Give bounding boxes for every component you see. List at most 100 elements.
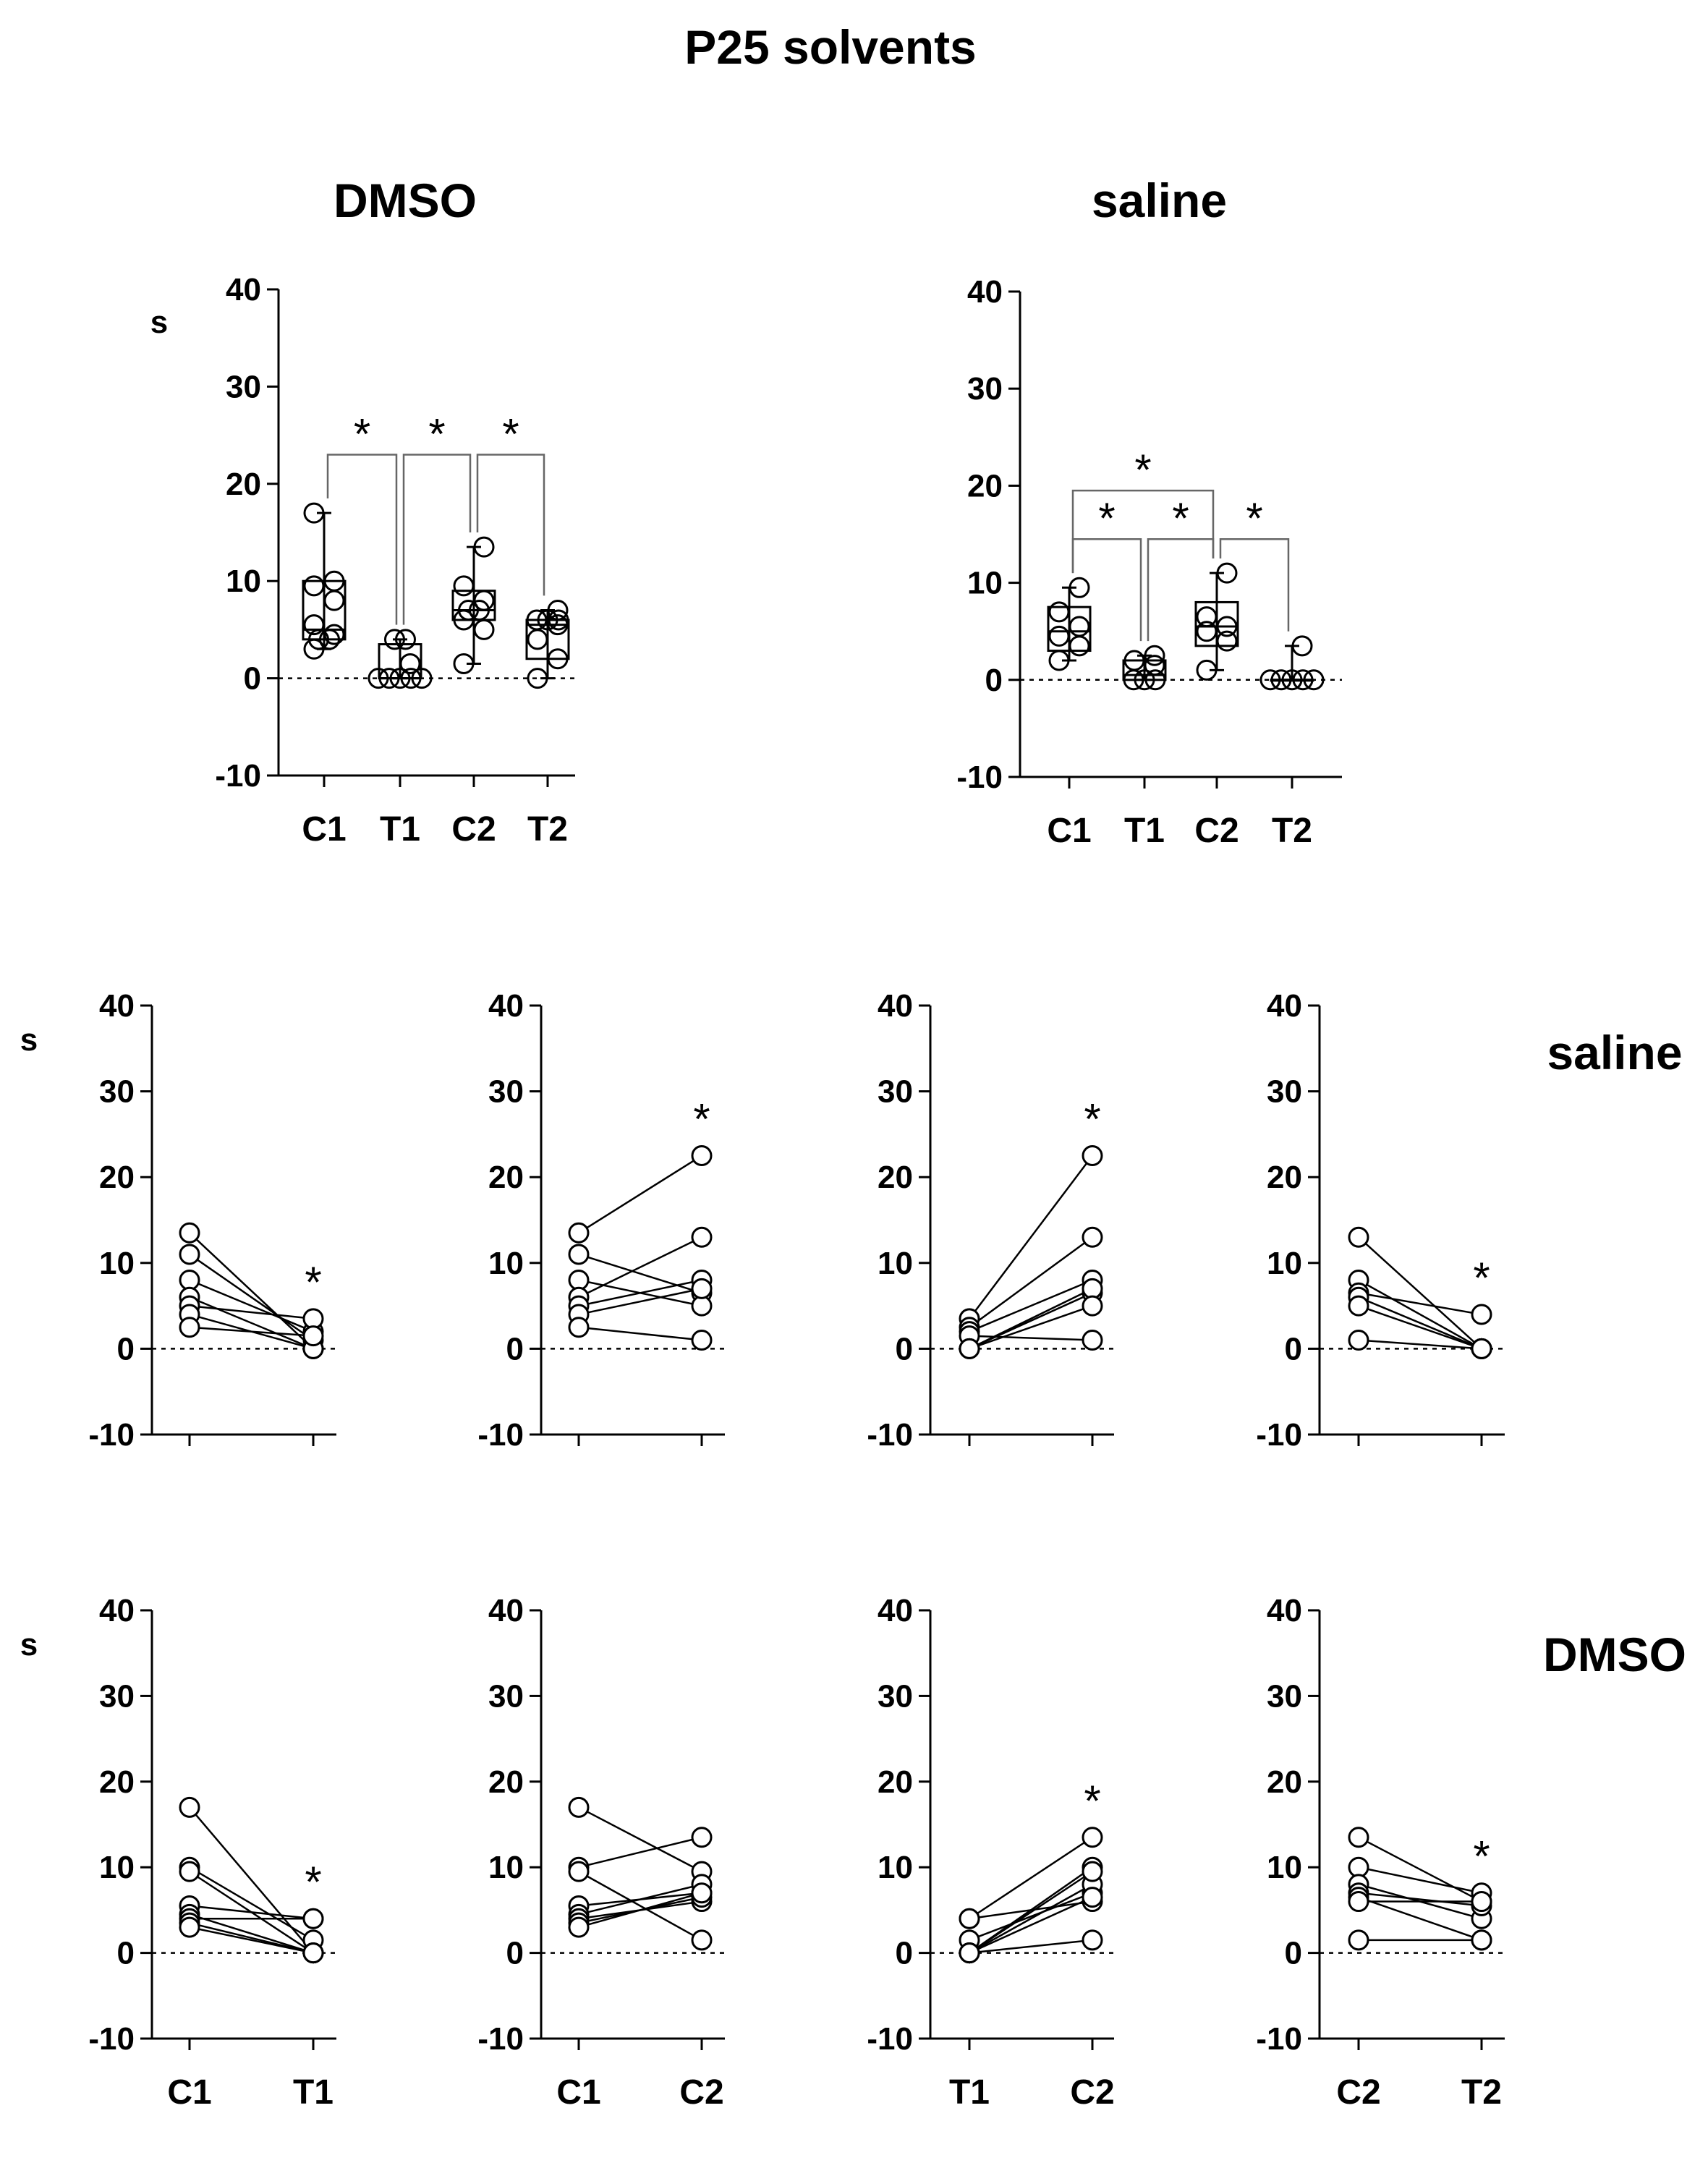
data-point <box>179 1222 200 1244</box>
data-point <box>473 619 495 640</box>
pair-line <box>189 1905 314 1920</box>
data-point <box>1348 1856 1369 1878</box>
data-point <box>1082 1278 1103 1299</box>
significance-star: * <box>1134 446 1151 494</box>
data-point <box>179 1796 200 1818</box>
data-point <box>469 600 490 621</box>
pair-line <box>969 1883 1093 1954</box>
y-tick-label: 20 <box>878 1160 913 1195</box>
significance-star: * <box>1473 1254 1490 1302</box>
y-tick-label: 20 <box>1267 1764 1302 1800</box>
data-point <box>1348 1891 1369 1913</box>
x-tick-label: T1 <box>380 810 420 849</box>
y-tick-label: 20 <box>226 467 261 502</box>
x-tick-label: C2 <box>679 2073 723 2112</box>
y-tick-label: 10 <box>878 1850 913 1885</box>
significance-bracket <box>1071 537 1142 642</box>
x-tick-label: C2 <box>1070 2073 1114 2112</box>
y-tick-label: -10 <box>215 758 261 794</box>
y-tick-label: -10 <box>956 760 1003 795</box>
pair-line <box>578 1279 702 1307</box>
data-point <box>367 668 389 689</box>
y-tick-label: 0 <box>117 1936 135 1971</box>
data-point <box>1348 1827 1369 1848</box>
x-tick-label: C1 <box>302 810 346 849</box>
data-point <box>568 1317 590 1338</box>
data-point <box>527 668 548 689</box>
y-tick-label: 10 <box>1267 1246 1302 1281</box>
pair-line <box>189 1296 314 1350</box>
data-point <box>691 1226 713 1248</box>
significance-star: * <box>1084 1777 1100 1825</box>
data-point <box>1291 635 1313 657</box>
data-point <box>1048 650 1070 671</box>
pair-line <box>969 1896 1093 1954</box>
pair-line <box>578 1236 702 1299</box>
significance-star: * <box>305 1258 321 1306</box>
chart-pair-saline-c1-c2: -10 0 10 20 30 40 * <box>477 988 725 1453</box>
y-axis-label: s <box>20 1627 38 1662</box>
x-tick-label: T1 <box>949 2073 990 2112</box>
data-point <box>323 624 345 645</box>
data-point <box>1082 1226 1103 1248</box>
data-point <box>568 1270 590 1291</box>
data-point <box>453 653 475 674</box>
y-tick-label: 30 <box>1267 1074 1302 1110</box>
y-tick-label: 20 <box>99 1764 135 1800</box>
x-tick-label: T2 <box>1272 812 1312 850</box>
data-point <box>1082 1887 1103 1908</box>
pair-line <box>969 1836 1093 1920</box>
y-tick-label: 10 <box>967 566 1003 601</box>
data-point <box>395 629 416 650</box>
data-point <box>1270 669 1292 691</box>
y-tick-label: 10 <box>488 1850 524 1885</box>
data-point <box>1471 1304 1492 1325</box>
data-point <box>1348 1226 1369 1248</box>
y-tick-label: 40 <box>878 988 913 1024</box>
data-point <box>411 668 433 689</box>
y-tick-label: 40 <box>1267 988 1302 1024</box>
data-point <box>179 1916 200 1938</box>
data-point <box>303 502 325 524</box>
pair-line <box>969 1288 1093 1350</box>
data-point <box>179 1270 200 1291</box>
pair-line <box>969 1871 1093 1954</box>
data-point <box>691 1330 713 1351</box>
y-tick-label: 0 <box>1285 1331 1302 1367</box>
pair-line <box>969 1335 1093 1341</box>
data-point <box>568 1222 590 1244</box>
x-tick-label: C1 <box>556 2073 600 2112</box>
y-tick-label: 30 <box>99 1678 135 1714</box>
box-iqr <box>1194 600 1239 647</box>
pair-line <box>1358 1896 1482 1942</box>
pair-line <box>969 1939 1093 1954</box>
data-point <box>458 600 479 621</box>
pair-line <box>1358 1304 1482 1350</box>
data-point <box>1144 655 1165 676</box>
y-tick-label: -10 <box>88 2021 135 2057</box>
y-tick-label: -10 <box>867 1417 913 1453</box>
pair-line <box>189 1866 314 1941</box>
y-axis-label: s <box>150 305 168 340</box>
y-tick-label: 40 <box>488 1593 524 1628</box>
y-tick-label: 0 <box>506 1936 524 1971</box>
y-tick-label: 30 <box>878 1074 913 1110</box>
data-point <box>389 668 411 689</box>
x-tick-label: C1 <box>167 2073 211 2112</box>
data-point <box>691 1882 713 1904</box>
data-point <box>1348 1929 1369 1951</box>
chart-pair-dmso-c1-t1: -10 0 10 20 30 40 C1 T1 s * <box>20 1593 336 2112</box>
data-point <box>1082 1827 1103 1848</box>
pair-line <box>1358 1279 1482 1350</box>
data-point <box>1082 1330 1103 1351</box>
y-tick-label: 40 <box>1267 1593 1302 1628</box>
pair-line <box>578 1892 702 1929</box>
significance-star: * <box>502 409 519 458</box>
y-tick-label: 0 <box>1285 1936 1302 1971</box>
pair-line <box>578 1806 702 1873</box>
data-point <box>179 1861 200 1882</box>
pair-line <box>969 1155 1093 1320</box>
y-tick-label: 0 <box>896 1936 913 1971</box>
data-point <box>399 653 421 674</box>
x-tick-label: T1 <box>293 2073 333 2112</box>
